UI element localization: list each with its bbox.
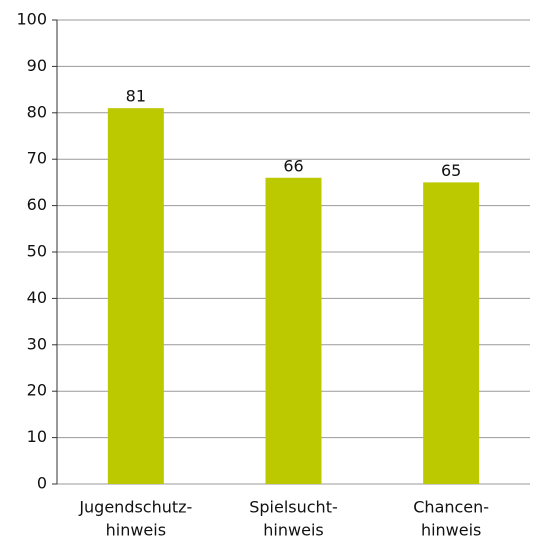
y-tick-label: 90 xyxy=(27,56,47,75)
value-label: 66 xyxy=(283,156,303,175)
y-tick-label: 70 xyxy=(27,149,47,168)
y-tick-label: 20 xyxy=(27,381,47,400)
x-tick-label: hinweis xyxy=(263,521,323,540)
x-tick-label: Jugendschutz- xyxy=(78,498,192,517)
bar xyxy=(107,108,164,484)
y-tick-label: 60 xyxy=(27,195,47,214)
y-tick-label: 0 xyxy=(37,474,47,493)
y-tick-label: 30 xyxy=(27,334,47,353)
value-label: 81 xyxy=(126,87,146,106)
bar xyxy=(265,177,322,484)
x-tick-label: Spielsucht- xyxy=(249,498,338,517)
y-tick-label: 40 xyxy=(27,288,47,307)
x-tick-label: hinweis xyxy=(421,521,481,540)
value-label: 65 xyxy=(441,161,461,180)
bar xyxy=(423,182,480,484)
y-tick-label: 100 xyxy=(16,10,47,29)
x-tick-label: Chancen- xyxy=(413,498,489,517)
y-tick-label: 80 xyxy=(27,102,47,121)
y-tick-label: 10 xyxy=(27,427,47,446)
x-tick-label: hinweis xyxy=(106,521,166,540)
y-tick-label: 50 xyxy=(27,242,47,261)
